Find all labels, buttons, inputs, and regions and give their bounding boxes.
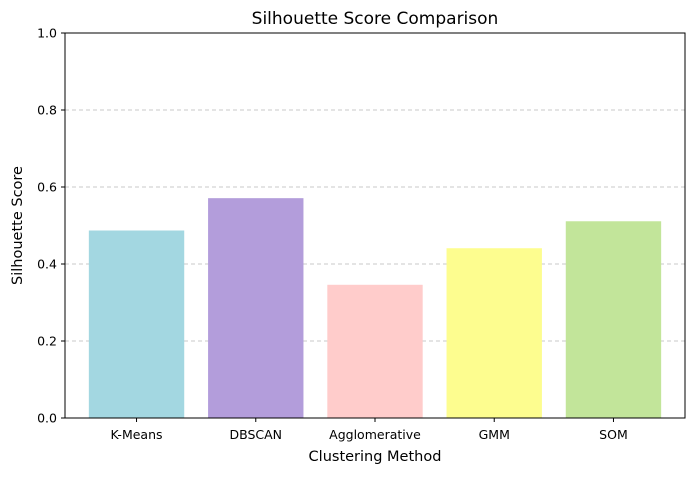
y-tick-label: 0.2 xyxy=(37,334,57,349)
chart-title: Silhouette Score Comparison xyxy=(252,9,499,29)
x-tick-label: SOM xyxy=(599,427,628,442)
bar-gmm xyxy=(446,248,542,418)
x-tick-label: K-Means xyxy=(111,427,163,442)
x-axis-ticks: K-Means DBSCAN Agglomerative GMM SOM xyxy=(111,418,628,442)
y-tick-label: 1.0 xyxy=(37,26,57,41)
bars xyxy=(88,198,662,418)
x-tick-label: DBSCAN xyxy=(229,427,282,442)
bar-som xyxy=(565,221,662,418)
y-axis-label: Silhouette Score xyxy=(10,166,26,285)
y-tick-label: 0.4 xyxy=(37,257,57,272)
bar-agglomerative xyxy=(327,284,423,418)
bar-dbscan xyxy=(208,198,304,418)
x-tick-label: GMM xyxy=(479,427,510,442)
y-tick-label: 0.0 xyxy=(37,411,57,426)
x-tick-label: Agglomerative xyxy=(329,427,421,442)
y-tick-label: 0.8 xyxy=(37,103,57,118)
y-tick-label: 0.6 xyxy=(37,180,57,195)
y-axis-ticks: 0.0 0.2 0.4 0.6 0.8 1.0 xyxy=(37,26,65,426)
bar-k-means xyxy=(88,230,185,418)
x-axis-label: Clustering Method xyxy=(309,449,442,465)
